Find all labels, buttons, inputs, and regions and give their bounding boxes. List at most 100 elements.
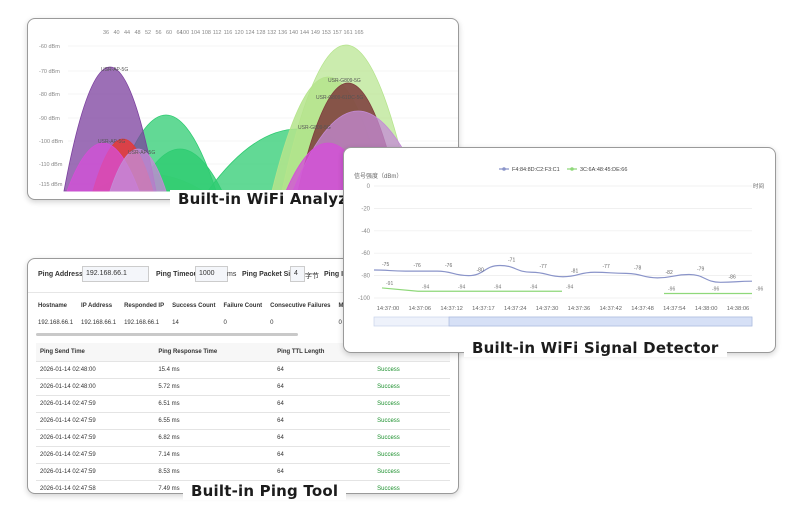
x-tick-label: 14:37:12 <box>440 306 463 312</box>
dbm-tick-label: -110 dBm <box>39 162 63 168</box>
data-label: -75 <box>382 262 389 268</box>
x-tick-label: 14:37:36 <box>568 306 591 312</box>
y-tick-label: -20 <box>361 206 370 212</box>
channel-tick-label: 157 <box>333 30 342 36</box>
zoom-slider-window[interactable] <box>448 316 753 327</box>
log-cell: 6.55 ms <box>154 412 274 430</box>
data-label: -78 <box>634 265 641 271</box>
summary-column-header: Consecutive Failures <box>270 303 331 309</box>
channel-tick-label: 161 <box>344 30 353 36</box>
log-cell: 2026-01-14 02:48:00 <box>36 361 155 379</box>
ping-settings-bar: Ping Address: 192.168.66.1 Ping Timeout:… <box>28 259 458 293</box>
summary-column-header: Hostname <box>38 303 68 309</box>
log-cell: 7.14 ms <box>154 446 274 464</box>
x-axis-label: 时间 <box>753 182 764 190</box>
y-tick-label: -60 <box>361 251 370 257</box>
table-row: 2026-01-14 02:47:59 6.51 ms 64 Success <box>36 395 450 413</box>
dbm-tick-label: -80 dBm <box>39 92 60 98</box>
x-tick-label: 14:37:42 <box>599 306 622 312</box>
status-cell: Success <box>373 412 450 430</box>
summary-cell: 0 <box>338 320 342 326</box>
log-column-header: Ping Send Time <box>36 343 155 362</box>
log-cell: 64 <box>273 412 374 430</box>
y-tick-label: -40 <box>361 229 370 235</box>
channel-tick-label: 128 <box>256 30 265 36</box>
dbm-tick-label: -100 dBm <box>39 139 63 145</box>
table-row: 2026-01-14 02:47:59 6.55 ms 64 Success <box>36 412 450 430</box>
table-row: 2026-01-14 02:47:59 6.82 ms 64 Success <box>36 429 450 447</box>
data-label: -71 <box>508 258 515 264</box>
signal-detector-caption: Built-in WiFi Signal Detector <box>464 339 727 357</box>
data-label: -94 <box>422 284 429 290</box>
ping-timeout-unit: ms <box>227 271 237 278</box>
horizontal-scrollbar[interactable] <box>36 333 298 336</box>
table-row: 2026-01-14 02:48:00 15.4 ms 64 Success <box>36 361 450 379</box>
table-row: 2026-01-14 02:47:59 8.53 ms 64 Success <box>36 463 450 481</box>
channel-tick-label: 165 <box>354 30 363 36</box>
data-label: -86 <box>729 274 736 280</box>
log-cell: 64 <box>273 463 374 481</box>
ping-size-label: Ping Packet Size: <box>242 271 300 278</box>
series-line-3c <box>381 287 562 292</box>
log-cell: 2026-01-14 02:47:59 <box>36 463 155 481</box>
data-label: -76 <box>445 263 452 269</box>
network-label: USR-G809-5G <box>328 78 361 84</box>
channel-tick-label: 48 <box>135 30 141 36</box>
legend-marker <box>570 167 574 171</box>
y-axis-label: 信号强度（dBm） <box>354 172 402 180</box>
status-cell: Success <box>373 480 450 493</box>
channel-tick-label: 104 <box>191 30 200 36</box>
data-label: -94 <box>494 284 501 290</box>
summary-cell: 0 <box>223 320 227 326</box>
status-cell: Success <box>373 361 450 379</box>
status-cell: Success <box>373 395 450 413</box>
channel-tick-label: 136 <box>278 30 287 36</box>
channel-tick-label: 140 <box>289 30 298 36</box>
log-cell: 2026-01-14 02:47:59 <box>36 395 155 413</box>
log-cell: 2026-01-14 02:47:59 <box>36 446 155 464</box>
channel-tick-label: 44 <box>124 30 130 36</box>
x-tick-label: 14:37:54 <box>663 306 686 312</box>
network-label: USR-AP-5G <box>98 139 125 145</box>
network-label: USR-AP-5G <box>101 67 128 73</box>
log-cell: 64 <box>273 446 374 464</box>
series-line-f4 <box>373 264 753 283</box>
ping-tool-caption: Built-in Ping Tool <box>183 482 347 500</box>
summary-column-header: IP Address <box>81 303 113 309</box>
channel-tick-label: 124 <box>245 30 254 36</box>
ping-log-table: Ping Send Time Ping Response Time Ping TTL… <box>36 343 450 493</box>
status-cell: Success <box>373 463 450 481</box>
channel-tick-label: 108 <box>202 30 211 36</box>
network-label: USR-G809-61DC-5G <box>316 95 363 101</box>
ping-timeout-input[interactable]: 1000 <box>195 266 228 282</box>
signal-arc <box>109 148 167 192</box>
log-cell: 5.72 ms <box>154 378 274 396</box>
channel-tick-label: 132 <box>267 30 276 36</box>
channel-tick-label: 144 <box>300 30 309 36</box>
data-label: -77 <box>540 264 547 270</box>
x-tick-label: 14:37:24 <box>504 306 527 312</box>
ping-address-input[interactable]: 192.168.66.1 <box>82 266 149 282</box>
channel-tick-label: 116 <box>224 30 233 36</box>
log-cell: 15.4 ms <box>154 361 274 379</box>
channel-tick-label: 153 <box>322 30 331 36</box>
channel-tick-label: 64 <box>177 30 183 36</box>
dbm-tick-label: -60 dBm <box>39 44 60 50</box>
x-tick-label: 14:37:30 <box>536 306 559 312</box>
summary-cell: 192.168.66.1 <box>124 320 160 326</box>
channel-tick-label: 120 <box>235 30 244 36</box>
data-label: -96 <box>712 287 719 293</box>
channel-tick-label: 60 <box>166 30 172 36</box>
ping-size-unit: 字节 <box>305 273 319 280</box>
legend-label: 3C:6A:48:45:DE:66 <box>580 167 627 173</box>
data-label: -80 <box>477 268 484 274</box>
y-tick-label: -100 <box>358 296 371 302</box>
ping-interval-label: Ping In <box>324 271 348 278</box>
channel-tick-label: 36 <box>103 30 109 36</box>
ping-size-input[interactable]: 4 <box>290 266 305 282</box>
channel-tick-label: 100 <box>180 30 189 36</box>
dbm-tick-label: -90 dBm <box>39 116 60 122</box>
summary-cell: 192.168.66.1 <box>38 320 74 326</box>
channel-tick-label: 52 <box>145 30 151 36</box>
channel-tick-label: 40 <box>114 30 120 36</box>
